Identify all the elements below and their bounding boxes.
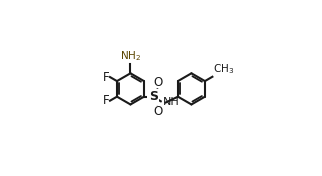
Text: S: S: [149, 90, 158, 103]
Text: CH$_3$: CH$_3$: [213, 62, 234, 76]
Text: O: O: [153, 105, 162, 118]
Text: NH$_2$: NH$_2$: [120, 49, 141, 63]
Text: O: O: [153, 76, 162, 89]
Text: F: F: [103, 94, 109, 107]
Text: F: F: [103, 71, 109, 84]
Text: NH: NH: [163, 97, 179, 107]
